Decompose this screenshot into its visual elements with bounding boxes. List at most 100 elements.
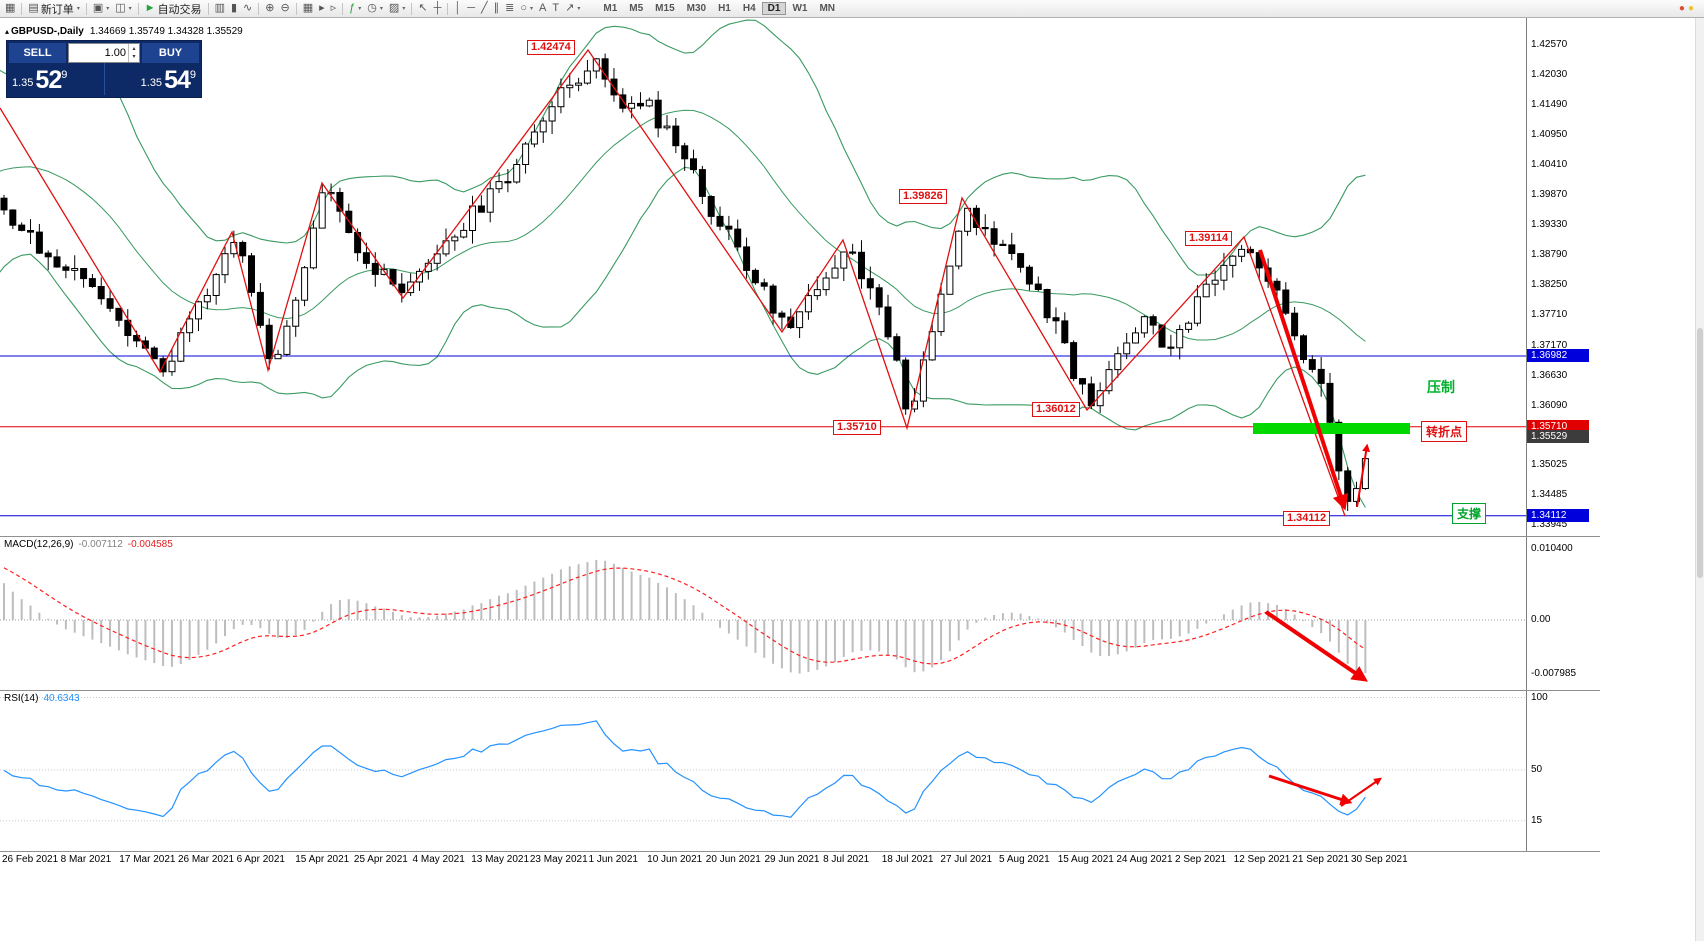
new-chart-button-caret-icon: ▾ (106, 6, 110, 12)
scrollbar-thumb[interactable] (1697, 328, 1703, 578)
timeframe-button-MN[interactable]: MN (819, 3, 836, 14)
toolbar-separator (85, 2, 87, 15)
macd-panel-splitter[interactable] (0, 536, 1600, 537)
sell-price-sup: 9 (61, 69, 68, 81)
date-label-20: 2 Sep 2021 (1175, 854, 1227, 865)
indicators-button[interactable]: ƒ ▾ (346, 1, 364, 16)
sell-button[interactable]: SELL (9, 43, 66, 63)
status-icon-red[interactable]: ● (1678, 2, 1685, 14)
price-tick-1.40950: 1.40950 (1531, 129, 1568, 141)
price-label-1.35710[interactable]: 1.35710 (833, 420, 881, 435)
arrows-button[interactable]: ↗ ▾ (562, 1, 583, 16)
equidistant-channel-button[interactable]: ∥ (491, 1, 503, 16)
shapes-button[interactable]: ○ ▾ (517, 1, 536, 16)
price-label-1.34112[interactable]: 1.34112 (1283, 511, 1331, 526)
price-label-1.36012[interactable]: 1.36012 (1032, 402, 1080, 417)
timeframe-bar: M1 M5 M15 M30 H1 H4 D1 W1 MN (597, 2, 841, 15)
timeframe-button-M5[interactable]: M5 (629, 3, 644, 14)
auto-scroll-button[interactable]: ▸ (316, 1, 328, 16)
price-label-1.39114[interactable]: 1.39114 (1185, 231, 1233, 246)
lot-down-icon[interactable]: ▾ (132, 54, 136, 60)
chart-shift-button-icon: ▹ (330, 2, 337, 14)
date-label-21: 12 Sep 2021 (1233, 854, 1291, 865)
timeframe-button-H4[interactable]: H4 (742, 3, 756, 14)
line-chart-button[interactable]: ∿ (240, 1, 255, 16)
fibonacci-button[interactable]: ≣ (502, 1, 517, 16)
toolbar-separator (295, 2, 297, 15)
date-label-8: 13 May 2021 (471, 854, 530, 865)
lot-size-field[interactable]: 1.00 ▴ ▾ (68, 43, 140, 63)
cursor-button-icon: ↖ (418, 2, 428, 14)
price-label-1.42474[interactable]: 1.42474 (527, 40, 575, 55)
price-tick-1.36090: 1.36090 (1531, 399, 1568, 411)
status-icon-yellow[interactable]: ● (1687, 2, 1694, 14)
new-order-button[interactable]: ▤ 新订单 ▾ (25, 0, 82, 18)
price-label-1.39826[interactable]: 1.39826 (899, 189, 947, 204)
price-tick-1.42570: 1.42570 (1531, 39, 1568, 50)
text-label-button-icon: T (552, 2, 560, 14)
price-tick-1.39870: 1.39870 (1531, 189, 1568, 201)
price-tick-1.37710: 1.37710 (1531, 309, 1568, 321)
text-label-button[interactable]: T (549, 1, 562, 16)
new-order-button-label: 新订单 (40, 3, 74, 16)
candlestick-chart-button[interactable]: ▮ (228, 1, 240, 16)
horizontal-line-button[interactable]: ─ (464, 1, 478, 16)
timeframe-button-M30[interactable]: M30 (686, 3, 707, 14)
sell-price[interactable]: 1.35 52 9 (9, 63, 104, 95)
symbol-ohlc: 1.34669 1.35749 1.34328 1.35529 (89, 26, 243, 37)
periods-button[interactable]: ◷ ▾ (364, 1, 386, 16)
new-order-button-caret-icon: ▾ (76, 6, 80, 12)
vertical-scrollbar[interactable] (1695, 18, 1704, 941)
shapes-button-icon: ○ (520, 2, 528, 14)
profiles-button-icon: ◫ (115, 2, 126, 14)
lot-spinner[interactable]: ▴ ▾ (128, 44, 139, 62)
zoom-out-button-icon: ⊖ (280, 2, 290, 14)
charts-button-icon: ▦ (5, 2, 16, 14)
buy-price-sup: 9 (189, 69, 196, 81)
annotation-resistance[interactable]: 压制 (1427, 379, 1455, 395)
date-label-12: 20 Jun 2021 (705, 854, 761, 865)
templates-button[interactable]: ▨ ▾ (386, 1, 408, 16)
toolbar-separator (137, 2, 139, 15)
timeframe-button-D1[interactable]: D1 (761, 2, 787, 15)
cursor-button[interactable]: ↖ (415, 1, 430, 16)
profiles-button[interactable]: ◫ ▾ (112, 1, 134, 16)
price-tag-1.34112: 1.34112 (1527, 509, 1589, 523)
price-tick-1.39330: 1.39330 (1531, 219, 1568, 231)
text-button[interactable]: A (536, 1, 549, 16)
bar-chart-button[interactable]: ▥ (212, 1, 228, 16)
lot-up-icon[interactable]: ▴ (132, 46, 136, 52)
timeframe-button-H1[interactable]: H1 (718, 3, 731, 14)
new-chart-button[interactable]: ▣ ▾ (90, 1, 112, 16)
toolbar-right: ● ● (1679, 2, 1702, 16)
zoom-out-button[interactable]: ⊖ (277, 1, 292, 16)
buy-price[interactable]: 1.35 54 9 (103, 63, 200, 95)
toolbar-items: ▦ ▤ 新订单 ▾ ▣ ▾ ◫ ▾ ► 自动交易 ▥ ▮ ∿ ⊕ ⊖ ▦ ▸ ▹ ƒ ▾ ◷ ▾ ▨ ▾ ↖ ┼ │ ─ ╱ ∥ ≣ ○ ▾ A T… (2, 0, 583, 18)
crosshair-button[interactable]: ┼ (431, 1, 445, 16)
toolbar-separator (258, 2, 260, 15)
chart-shift-button[interactable]: ▹ (328, 1, 340, 16)
timeframe-button-M1[interactable]: M1 (603, 3, 618, 14)
zoom-in-button-icon: ⊕ (265, 2, 275, 14)
auto-trading-button[interactable]: ► 自动交易 (142, 0, 205, 18)
annotation-support[interactable]: 支撑 (1452, 503, 1487, 524)
buy-button[interactable]: BUY (142, 43, 199, 63)
tile-windows-button-icon: ▦ (302, 2, 314, 14)
rsi-panel-splitter[interactable] (0, 690, 1600, 691)
trendline-button[interactable]: ╱ (478, 1, 491, 16)
charts-button[interactable]: ▦ (2, 1, 18, 16)
horizontal-line-button-icon: ─ (467, 2, 476, 14)
annotation-turning-point[interactable]: 转折点 (1421, 421, 1468, 442)
tile-windows-button[interactable]: ▦ (300, 1, 316, 16)
periods-button-icon: ◷ (367, 2, 377, 14)
sell-price-big: 52 (35, 66, 62, 94)
timeframe-button-W1[interactable]: W1 (792, 3, 808, 14)
arrows-button-caret-icon: ▾ (577, 6, 581, 12)
price-tick-1.33945: 1.33945 (1531, 518, 1568, 530)
timeframe-button-M15[interactable]: M15 (655, 3, 675, 14)
trendline-button-icon: ╱ (481, 2, 488, 14)
zoom-in-button[interactable]: ⊕ (262, 1, 277, 16)
shapes-button-caret-icon: ▾ (530, 6, 534, 12)
vertical-line-button[interactable]: │ (451, 1, 464, 16)
